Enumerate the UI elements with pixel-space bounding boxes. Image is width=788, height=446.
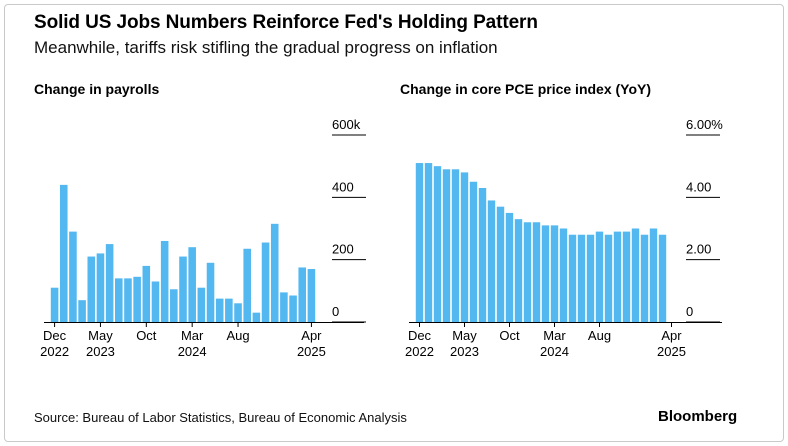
payrolls-x-tick-label: May [88,328,113,343]
pce-panel-title: Change in core PCE price index (YoY) [400,81,652,97]
pce-bar [559,228,568,322]
pce-bar [577,234,586,322]
pce-x-tick-year: 2024 [540,344,569,359]
payrolls-x-tick-year: 2025 [297,344,326,359]
pce-bar [595,231,604,322]
bloomberg-logo: Bloomberg [658,408,738,425]
pce-bar [478,187,487,322]
payrolls-bar [124,278,132,322]
payrolls-y-tick-label: 600k [332,117,361,132]
payrolls-bar [50,287,59,322]
payrolls-bar [289,295,297,322]
payrolls-bar [215,298,224,322]
payrolls-panel-title: Change in payrolls [34,81,160,97]
payrolls-bar [280,292,288,322]
chart-title: Solid US Jobs Numbers Reinforce Fed's Ho… [34,12,538,33]
payrolls-bar [151,281,160,322]
pce-bar [415,163,424,322]
pce-y-tick-label: 2.00 [686,242,711,257]
payrolls-bar [115,278,123,322]
pce-bar [523,222,532,322]
pce-bar [460,172,469,322]
pce-x-tick-year: 2023 [450,344,479,359]
payrolls-x-tick-year: 2023 [86,344,115,359]
payrolls-bar [298,267,307,322]
pce-bar [505,212,514,322]
payrolls-bar [270,223,279,322]
payrolls-bar [87,256,96,322]
pce-bar [622,231,631,322]
payrolls-bar [206,262,215,322]
payrolls-x-tick-label: Oct [136,328,157,343]
payrolls-bar [105,244,114,322]
chart-subtitle: Meanwhile, tariffs risk stifling the gra… [34,38,498,57]
pce-x-tick-label: Aug [588,328,611,343]
pce-bar [550,225,559,322]
payrolls-bar [225,298,233,322]
payrolls-bar [243,248,251,322]
pce-y-tick-label: 0 [686,304,693,319]
pce-x-tick-year: 2025 [657,344,686,359]
pce-bar [604,234,613,322]
payrolls-y-tick-label: 400 [332,179,354,194]
payrolls-bar [179,256,187,322]
payrolls-bar [307,269,316,322]
pce-bar [586,234,595,322]
source-note: Source: Bureau of Labor Statistics, Bure… [34,410,407,425]
payrolls-bar [252,312,261,322]
pce-y-tick-label: 6.00% [686,117,723,132]
pce-bar [649,228,658,322]
payrolls-x-tick-label: Apr [301,328,322,343]
payrolls-bar [261,242,270,322]
payrolls-bar [197,287,206,322]
payrolls-bar [160,240,169,322]
payrolls-x-tick-label: Aug [226,328,249,343]
pce-bar [487,200,496,322]
pce-bar [424,163,433,322]
pce-bar [433,166,442,322]
pce-x-tick-label: Oct [499,328,520,343]
pce-y-tick-label: 4.00 [686,179,711,194]
pce-x-tick-label: Mar [543,328,566,343]
payrolls-bar [234,303,242,322]
pce-bar [469,181,478,322]
pce-bar [640,234,649,322]
payrolls-y-tick-label: 200 [332,242,354,257]
pce-bar [631,228,640,322]
payrolls-bar [78,300,86,322]
pce-bar [451,169,460,322]
pce-bar [514,219,523,322]
payrolls-x-tick-year: 2022 [40,344,69,359]
pce-bar [496,206,505,322]
payrolls-x-tick-year: 2024 [178,344,207,359]
payrolls-bar [188,247,196,322]
pce-bar [613,231,622,322]
pce-x-tick-label: Dec [408,328,432,343]
pce-bar [532,222,541,322]
payrolls-bar [96,253,105,322]
pce-x-tick-year: 2022 [405,344,434,359]
payrolls-bar [142,265,151,322]
payrolls-bar [69,231,77,322]
pce-bar [442,169,451,322]
payrolls-bar [133,276,141,322]
pce-bar [568,234,577,322]
payrolls-x-tick-label: Mar [181,328,204,343]
pce-bar [541,225,550,322]
payrolls-x-tick-label: Dec [43,328,67,343]
payrolls-bar [170,289,178,322]
pce-x-tick-label: Apr [661,328,682,343]
chart-frame [4,4,784,442]
payrolls-y-tick-label: 0 [332,304,339,319]
payrolls-bar [59,184,68,322]
pce-x-tick-label: May [452,328,477,343]
pce-bar [658,234,667,322]
